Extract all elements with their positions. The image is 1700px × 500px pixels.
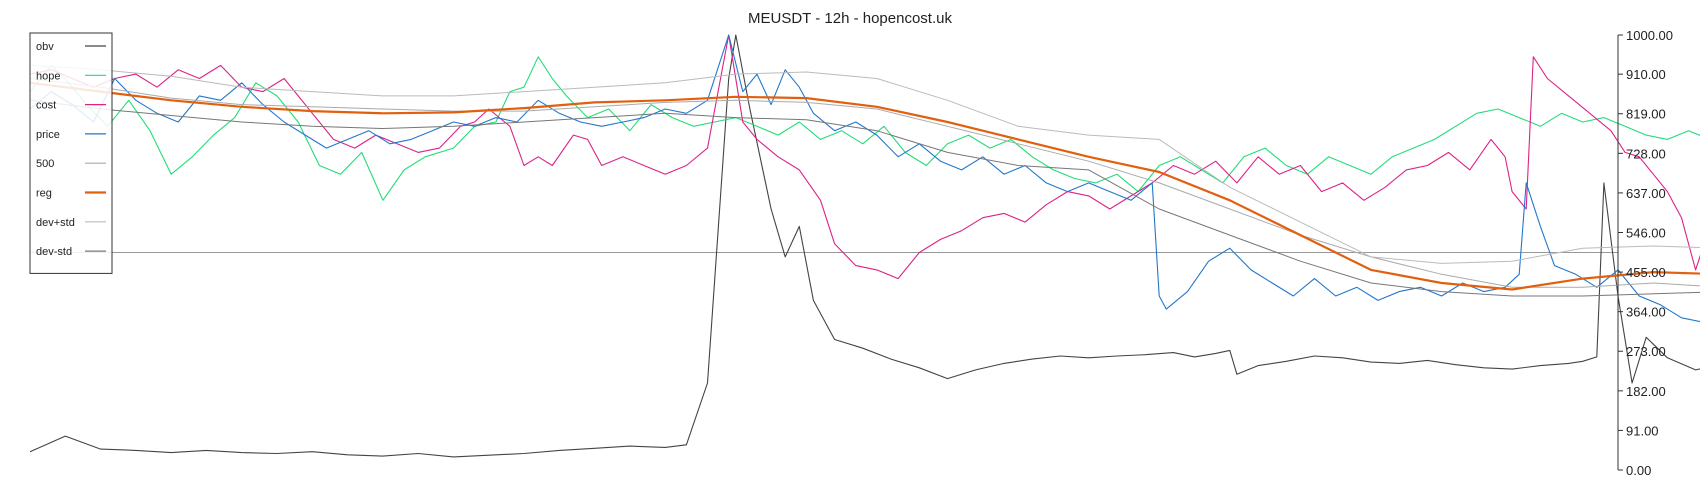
series-line-dev-std (29, 64, 1700, 264)
legend-item-hope[interactable]: hope (36, 70, 106, 82)
legend-item-500[interactable]: 500 (36, 158, 106, 170)
legend-label: cost (36, 100, 56, 112)
series-line-obv (29, 34, 1700, 458)
legend-box (29, 32, 113, 274)
y-tick-label: 728.00 (1626, 146, 1666, 161)
legend-label: price (36, 129, 60, 141)
series-line-price (29, 34, 1700, 323)
legend-item-obv[interactable]: obv (36, 41, 106, 53)
legend-item-dev-std[interactable]: dev+std (36, 217, 106, 229)
y-tick-label: 364.00 (1626, 305, 1666, 320)
series-line-dev-std (29, 99, 1700, 297)
y-tick-label: 182.00 (1626, 384, 1666, 399)
legend-label: reg (36, 188, 52, 200)
legend-item-price[interactable]: price (36, 129, 106, 141)
legend-label: 500 (36, 158, 54, 170)
y-tick-label: 546.00 (1626, 225, 1666, 240)
y-tick-label: 637.00 (1626, 186, 1666, 201)
y-tick-label: 273.00 (1626, 344, 1666, 359)
legend-label: dev-std (36, 246, 72, 258)
legend-label: dev+std (36, 217, 75, 229)
y-tick-label: 910.00 (1626, 67, 1666, 82)
series-line-cost (29, 34, 1700, 280)
series-line-500 (29, 78, 1700, 288)
series-line-hope (29, 56, 1700, 201)
legend-label: hope (36, 70, 60, 82)
legend-item-dev-std[interactable]: dev-std (36, 246, 106, 258)
y-axis: 1000.00 910.00 819.00 728.00 637.00 546.00 455… (1617, 28, 1673, 478)
y-tick-label: 91.00 (1626, 423, 1659, 438)
y-tick-label: 455.00 (1626, 265, 1666, 280)
series-layer (29, 34, 1700, 458)
series-line-reg (29, 81, 1700, 291)
y-tick-label: 819.00 (1626, 107, 1666, 122)
y-tick-label: 0.00 (1626, 463, 1651, 478)
legend-item-cost[interactable]: cost (36, 100, 106, 112)
legend[interactable]: obv hope cost price 500 reg dev+std dev-std (29, 32, 113, 274)
legend-label: obv (36, 41, 54, 53)
y-tick-label: 1000.00 (1626, 28, 1673, 43)
chart-title: MEUSDT - 12h - hopencost.uk (748, 10, 952, 27)
legend-item-reg[interactable]: reg (36, 188, 106, 200)
